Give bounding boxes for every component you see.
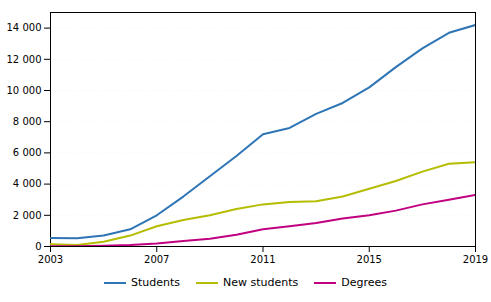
svg-text:2015: 2015 [357, 254, 382, 265]
svg-text:6 000: 6 000 [13, 147, 42, 158]
svg-text:4 000: 4 000 [13, 178, 42, 189]
svg-text:2007: 2007 [144, 254, 169, 265]
svg-text:12 000: 12 000 [7, 54, 42, 65]
svg-text:2 000: 2 000 [13, 210, 42, 221]
html-text:New students: New students [223, 276, 299, 289]
svg-text:2011: 2011 [250, 254, 275, 265]
svg-text:8 000: 8 000 [13, 116, 42, 127]
svg-text:2019: 2019 [463, 254, 488, 265]
svg-text:0: 0 [35, 241, 41, 252]
svg-text:14 000: 14 000 [7, 22, 42, 33]
html-text:Students: Students [130, 276, 180, 289]
html-text:Degrees: Degrees [341, 276, 387, 289]
svg-text:10 000: 10 000 [7, 85, 42, 96]
svg-text:2003: 2003 [38, 254, 63, 265]
